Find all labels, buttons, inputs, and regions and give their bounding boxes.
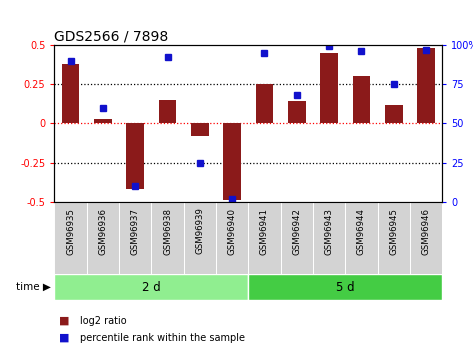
Bar (313, 202, 345, 274)
Bar (345, 202, 377, 274)
Text: GDS2566 / 7898: GDS2566 / 7898 (54, 30, 169, 44)
Bar (184, 202, 216, 274)
Bar (280, 202, 313, 274)
Text: percentile rank within the sample: percentile rank within the sample (80, 333, 245, 343)
Text: GSM96937: GSM96937 (131, 208, 140, 255)
Bar (216, 202, 248, 274)
Bar (191, 124, 209, 136)
Bar (255, 84, 273, 124)
Text: GSM96944: GSM96944 (357, 208, 366, 255)
Bar (417, 48, 435, 124)
Bar (151, 202, 184, 274)
Bar (352, 76, 370, 124)
Bar (320, 53, 338, 124)
Bar (385, 105, 403, 124)
Bar (410, 202, 442, 274)
Bar (94, 119, 112, 124)
Text: GSM96941: GSM96941 (260, 208, 269, 255)
Bar (126, 124, 144, 189)
Text: GSM96942: GSM96942 (292, 208, 301, 255)
Text: ■: ■ (59, 316, 70, 326)
Text: GSM96943: GSM96943 (324, 208, 333, 255)
Bar (61, 64, 79, 124)
Text: GSM96938: GSM96938 (163, 208, 172, 255)
Bar (158, 100, 176, 124)
Text: GSM96935: GSM96935 (66, 208, 75, 255)
Bar (248, 202, 280, 274)
Text: GSM96936: GSM96936 (98, 208, 107, 255)
Text: GSM96939: GSM96939 (195, 208, 204, 255)
Bar (288, 101, 306, 124)
Text: 5 d: 5 d (336, 281, 355, 294)
Bar (223, 124, 241, 200)
Text: log2 ratio: log2 ratio (80, 316, 127, 326)
Bar (377, 202, 410, 274)
Text: time ▶: time ▶ (16, 282, 51, 292)
Bar (119, 202, 151, 274)
Bar (54, 274, 248, 300)
Bar (248, 274, 442, 300)
Bar (54, 202, 87, 274)
Text: 2 d: 2 d (142, 281, 161, 294)
Bar (87, 202, 119, 274)
Text: GSM96940: GSM96940 (228, 208, 236, 255)
Text: ■: ■ (59, 333, 70, 343)
Text: GSM96945: GSM96945 (389, 208, 398, 255)
Text: GSM96946: GSM96946 (421, 208, 430, 255)
